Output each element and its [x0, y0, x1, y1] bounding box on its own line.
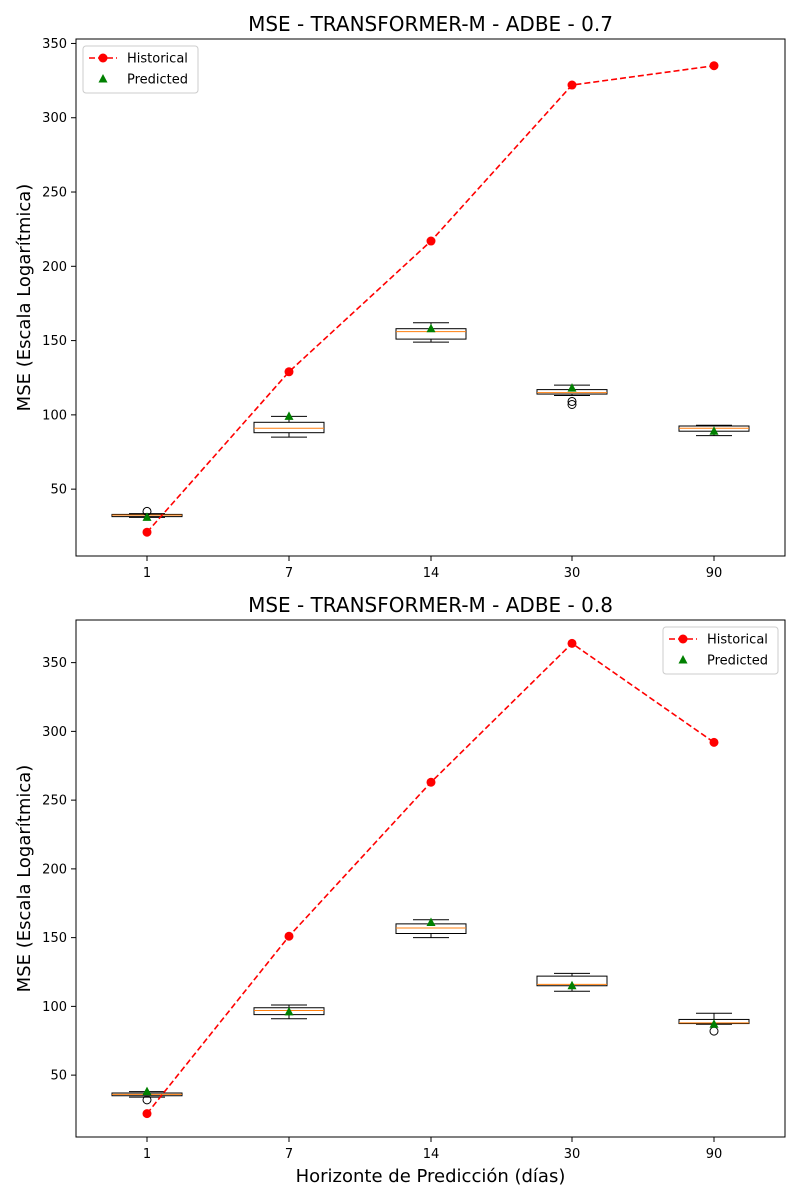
- plot-frame: [75, 619, 786, 1138]
- legend-historical-marker: [98, 53, 108, 63]
- x-tick-label: 30: [564, 566, 581, 581]
- y-axis-label: MSE (Escala Logarítmica): [14, 184, 35, 412]
- x-tick-label: 90: [706, 566, 723, 581]
- historical-line: [146, 64, 715, 533]
- historical-point: [284, 931, 294, 941]
- predicted-point: [709, 426, 719, 435]
- y-tick-label: 200: [42, 862, 67, 877]
- x-tick-label: 1: [143, 566, 151, 581]
- y-tick-label: 350: [42, 656, 67, 671]
- historical-point: [709, 737, 719, 747]
- y-tick-label: 150: [42, 334, 67, 349]
- y-tick-label: 150: [42, 931, 67, 946]
- historical-point: [709, 61, 719, 71]
- chart-title: MSE - TRANSFORMER-M - ADBE - 0.7: [248, 12, 613, 36]
- chart-panel-1: MSE - TRANSFORMER-M - ADBE - 0.7 50 100 150…: [14, 12, 786, 581]
- outlier-point: [142, 1095, 152, 1105]
- legend-predicted-label: Predicted: [127, 73, 188, 88]
- legend-predicted-marker: [98, 74, 108, 83]
- historical-point: [426, 236, 436, 246]
- x-tick-label: 14: [423, 1147, 440, 1162]
- predicted-point: [142, 1086, 152, 1096]
- y-tick-label: 300: [42, 725, 67, 740]
- x-tick-label: 7: [285, 566, 293, 581]
- legend: Historical Predicted: [662, 626, 779, 675]
- historical-point: [142, 1109, 152, 1119]
- y-tick-label: 100: [42, 408, 67, 423]
- historical-line: [146, 642, 715, 1115]
- y-tick-label: 250: [42, 794, 67, 809]
- y-tick-label: 350: [42, 37, 67, 52]
- chart-title: MSE - TRANSFORMER-M - ADBE - 0.8: [248, 593, 613, 617]
- historical-point: [567, 638, 577, 648]
- historical-point: [426, 777, 436, 787]
- y-axis-label: MSE (Escala Logarítmica): [14, 765, 35, 993]
- outlier-point: [567, 399, 577, 409]
- y-tick-label: 300: [42, 111, 67, 126]
- predicted-point: [426, 323, 436, 333]
- legend-historical-marker: [678, 634, 688, 644]
- outlier-point: [709, 1026, 719, 1036]
- legend-predicted-label: Predicted: [707, 654, 768, 669]
- predicted-point: [284, 411, 294, 420]
- legend: Historical Predicted: [82, 45, 199, 94]
- predicted-point: [567, 980, 577, 990]
- x-tick-label: 90: [706, 1147, 723, 1162]
- legend-historical-label: Historical: [707, 633, 768, 648]
- plot-frame: [75, 38, 786, 557]
- predicted-point: [567, 383, 577, 392]
- predicted-point: [709, 1019, 719, 1028]
- y-tick-label: 50: [50, 1069, 67, 1084]
- x-tick-label: 14: [423, 566, 440, 581]
- predicted-point: [142, 512, 152, 521]
- predicted-point: [426, 917, 436, 926]
- x-axis-label: Horizonte de Predicción (días): [296, 1166, 566, 1187]
- historical-point: [142, 527, 152, 537]
- x-tick-label: 7: [285, 1147, 293, 1162]
- chart-panel-2: MSE - TRANSFORMER-M - ADBE - 0.8 50 100 150…: [14, 593, 786, 1187]
- y-tick-label: 200: [42, 260, 67, 275]
- y-tick-label: 50: [50, 483, 67, 498]
- historical-point: [284, 367, 294, 377]
- predicted-point: [284, 1006, 294, 1016]
- legend-historical-label: Historical: [127, 52, 188, 67]
- y-tick-label: 250: [42, 186, 67, 201]
- x-tick-label: 30: [564, 1147, 581, 1162]
- box-iqr: [253, 421, 325, 434]
- legend-predicted-marker: [678, 655, 688, 664]
- x-tick-label: 1: [143, 1147, 151, 1162]
- historical-point: [567, 80, 577, 90]
- y-tick-label: 100: [42, 1000, 67, 1015]
- outlier-point: [567, 396, 577, 406]
